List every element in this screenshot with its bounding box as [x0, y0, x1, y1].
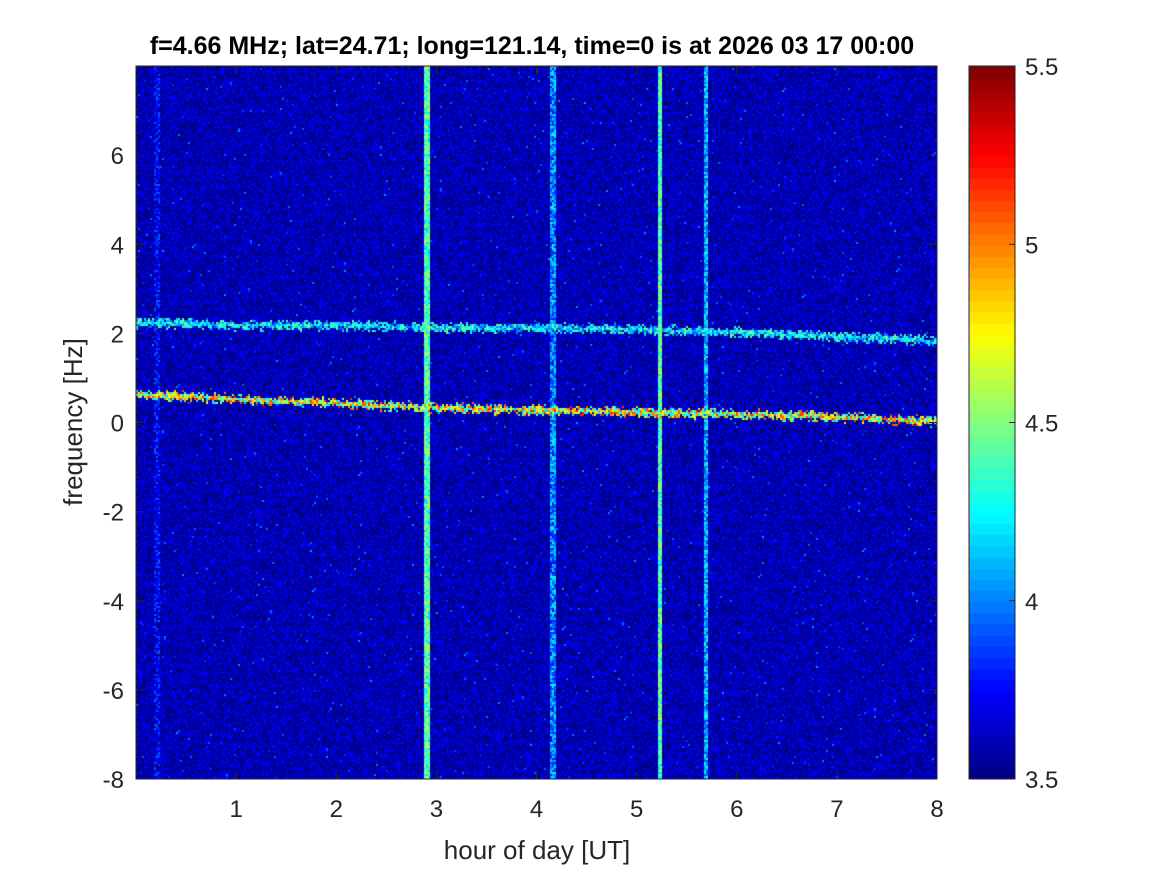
chart-title: f=4.66 MHz; lat=24.71; long=121.14, time… [150, 32, 914, 60]
y-tick-label: -8 [103, 767, 124, 794]
y-tick-label: 4 [111, 232, 124, 259]
colorbar-axis: 3.5 4 4.5 5 5.5 [1009, 54, 1058, 794]
y-tick-label: 0 [111, 411, 124, 438]
x-axis: 1 2 3 4 5 6 7 8 [229, 66, 944, 823]
x-tick-label: 6 [730, 796, 743, 823]
colorbar-tick-label: 5 [1025, 232, 1038, 259]
y-tick-label: -6 [103, 678, 124, 705]
colorbar [969, 66, 1015, 779]
x-tick-label: 8 [930, 796, 943, 823]
y-tick-label: 6 [111, 143, 124, 170]
y-tick-label: -4 [103, 589, 124, 616]
y-tick-label: -2 [103, 500, 124, 527]
y-tick-label: 2 [111, 321, 124, 348]
colorbar-tick-label: 3.5 [1025, 767, 1058, 794]
colorbar-canvas [969, 66, 1015, 779]
heatmap-canvas [136, 66, 937, 779]
x-tick-label: 4 [530, 796, 543, 823]
x-tick-label: 1 [229, 796, 242, 823]
x-axis-label: hour of day [UT] [444, 835, 630, 865]
colorbar-tick-label: 4.5 [1025, 411, 1058, 438]
plot-area [136, 66, 937, 779]
y-axis-label: frequency [Hz] [58, 338, 88, 506]
x-tick-label: 2 [330, 796, 343, 823]
x-tick-label: 7 [830, 796, 843, 823]
x-tick-label: 5 [630, 796, 643, 823]
colorbar-tick-label: 4 [1025, 589, 1038, 616]
colorbar-tick-label: 5.5 [1025, 54, 1058, 81]
x-tick-label: 3 [430, 796, 443, 823]
y-axis: -8 -6 -4 -2 0 2 4 6 [103, 143, 937, 794]
